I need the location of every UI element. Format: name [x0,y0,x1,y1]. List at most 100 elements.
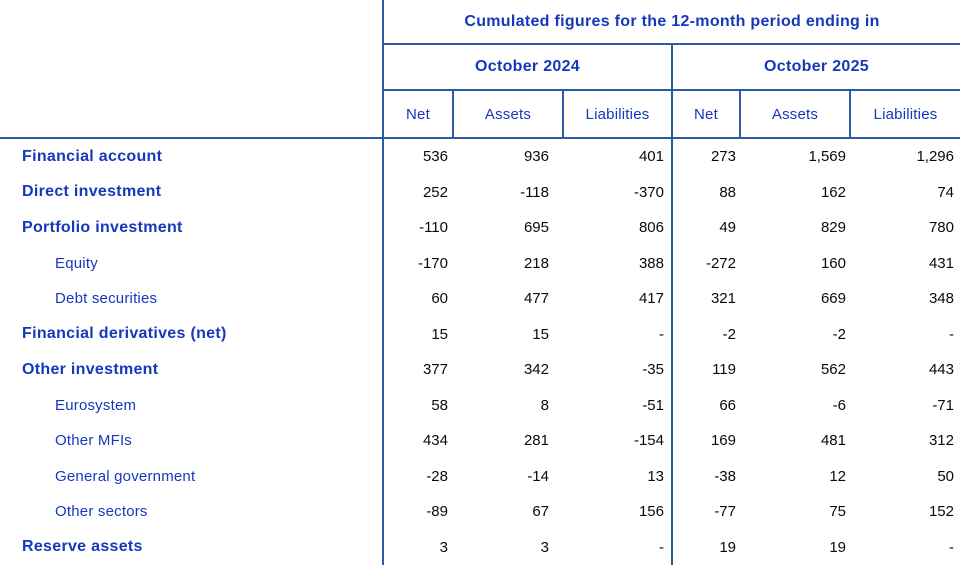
value-liabilities-2025: 348 [928,290,954,308]
value-assets-2024: 342 [523,361,549,379]
table-row-other-investment: Other investment 377 342 -35 119 562 443 [0,352,960,388]
value-net-2024: -89 [426,503,448,521]
value-liabilities-2025: 74 [937,183,954,201]
value-assets-2025: 829 [820,219,846,237]
table-row-general-government: General government -28 -14 13 -38 12 50 [0,459,960,495]
value-liabilities-2025: - [949,325,954,343]
table-row-financial-account: Financial account 536 936 401 273 1,569 … [0,139,960,175]
table-row-eurosystem: Eurosystem 58 8 -51 66 -6 -71 [0,388,960,424]
value-assets-2024: 281 [523,432,549,450]
value-net-2025: 169 [710,432,736,450]
column-header-net-2025: Net [694,105,718,123]
value-assets-2024: 936 [523,148,549,166]
row-label: Portfolio investment [22,218,183,236]
value-net-2025: -272 [705,254,736,272]
table-row-other-sectors: Other sectors -89 67 156 -77 75 152 [0,494,960,530]
table-row-direct-investment: Direct investment 252 -118 -370 88 162 7… [0,175,960,211]
value-assets-2025: -6 [832,396,846,414]
table-title: Cumulated figures for the 12-month perio… [464,12,880,30]
table-row-equity: Equity -170 218 388 -272 160 431 [0,246,960,282]
value-net-2024: -110 [419,219,448,237]
value-net-2024: 58 [431,396,448,414]
row-label: Direct investment [22,183,162,201]
column-header-october-2025: October 2025 [764,58,869,75]
table-border-sub-divider-3 [739,89,741,139]
value-net-2025: 119 [712,361,736,379]
value-assets-2025: 481 [820,432,846,450]
column-header-liabilities-2025: Liabilities [873,105,938,123]
table-border-period-vertical [671,43,673,565]
value-assets-2024: 218 [523,254,549,272]
value-assets-2024: -118 [520,183,549,201]
column-header-assets-2024: Assets [484,105,532,123]
value-assets-2024: 8 [540,396,549,414]
row-label: Financial account [22,147,163,165]
value-net-2025: -77 [714,503,736,521]
value-assets-2024: -14 [527,467,549,485]
row-label: General government [55,467,196,485]
value-liabilities-2024: 13 [647,467,664,485]
value-liabilities-2025: -71 [932,396,954,414]
row-label: Other investment [22,360,159,378]
value-liabilities-2024: 156 [638,503,664,521]
value-liabilities-2024: - [659,538,664,556]
table-border-sub-divider-1 [452,89,454,139]
table-row-portfolio-investment: Portfolio investment -110 695 806 49 829… [0,210,960,246]
table-border-sub-divider-4 [849,89,851,139]
value-net-2025: 321 [710,290,736,308]
value-liabilities-2025: 50 [937,467,954,485]
value-assets-2024: 67 [532,503,549,521]
value-assets-2025: 19 [829,538,846,556]
value-net-2024: 434 [422,432,448,450]
table-border-under-years [382,89,960,91]
value-assets-2024: 695 [523,219,549,237]
value-net-2024: 3 [439,538,448,556]
value-assets-2025: 669 [820,290,846,308]
row-label: Other sectors [55,503,148,521]
value-liabilities-2025: 312 [928,432,954,450]
value-liabilities-2024: 417 [638,290,664,308]
value-liabilities-2025: - [949,538,954,556]
row-label: Equity [55,254,98,272]
column-header-net-2024: Net [406,105,430,123]
value-liabilities-2024: - [659,325,664,343]
value-net-2025: -38 [714,467,736,485]
value-liabilities-2025: 431 [928,254,954,272]
value-liabilities-2024: -35 [642,361,664,379]
value-net-2025: 88 [719,183,736,201]
value-assets-2024: 477 [523,290,549,308]
value-assets-2024: 15 [532,325,549,343]
value-net-2024: 377 [422,361,448,379]
value-liabilities-2025: 780 [928,219,954,237]
column-header-liabilities-2024: Liabilities [585,105,650,123]
row-label: Eurosystem [55,396,137,414]
value-net-2025: 19 [719,538,736,556]
value-net-2024: 536 [422,148,448,166]
value-net-2025: 273 [710,148,736,166]
value-liabilities-2025: 152 [928,503,954,521]
table-row-debt-securities: Debt securities 60 477 417 321 669 348 [0,281,960,317]
value-net-2024: 252 [422,183,448,201]
table-body: Financial account 536 936 401 273 1,569 … [0,139,960,565]
table-row-other-mfis: Other MFIs 434 281 -154 169 481 312 [0,423,960,459]
value-assets-2025: -2 [832,325,846,343]
table-row-reserve-assets: Reserve assets 3 3 - 19 19 - [0,530,960,565]
value-net-2024: -170 [417,254,448,272]
value-liabilities-2024: 388 [638,254,664,272]
value-net-2025: -2 [722,325,736,343]
value-liabilities-2024: 806 [638,219,664,237]
row-label: Financial derivatives (net) [22,325,227,343]
table-border-sub-divider-2 [562,89,564,139]
value-liabilities-2024: -154 [633,432,664,450]
row-label: Debt securities [55,290,158,308]
value-net-2025: 49 [719,219,736,237]
value-liabilities-2024: 401 [638,148,664,166]
row-label: Other MFIs [55,432,133,450]
value-net-2024: -28 [426,467,448,485]
value-assets-2025: 75 [829,503,846,521]
value-liabilities-2025: 1,296 [916,148,954,166]
value-net-2024: 15 [431,325,448,343]
table-border-main-vertical [382,0,384,565]
value-net-2025: 66 [719,396,736,414]
